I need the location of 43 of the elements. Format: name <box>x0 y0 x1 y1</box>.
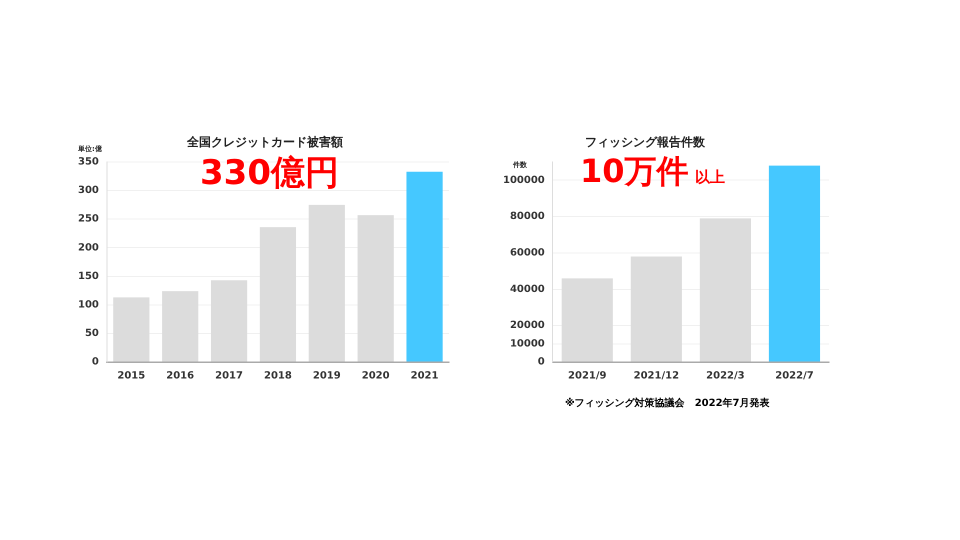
text: ※フィッシング対策協議会 2022年7月発表 <box>565 396 770 410</box>
y-tick-label: 0 <box>92 356 99 368</box>
x-tick-label: 2017 <box>215 370 244 382</box>
bar <box>162 291 198 362</box>
y-tick-label: 10000 <box>510 338 545 350</box>
x-tick-label: 2019 <box>312 370 341 382</box>
bar <box>260 227 296 362</box>
bar <box>562 278 613 362</box>
y-tick-label: 0 <box>538 356 545 368</box>
y-tick-label: 100000 <box>503 174 545 186</box>
bar <box>358 215 394 362</box>
annotation: 以上 <box>695 168 725 187</box>
y-tick-label: 80000 <box>510 211 545 222</box>
annotation: 10万件 <box>580 151 689 192</box>
y-tick-label: 100 <box>78 299 99 310</box>
y-tick-label: 300 <box>78 185 99 196</box>
chart-title: 全国クレジットカード被害額 <box>187 134 343 151</box>
y-tick-label: 40000 <box>510 284 545 295</box>
bar <box>210 280 248 362</box>
y-tick-label: 200 <box>78 242 99 254</box>
x-tick-label: 2015 <box>117 370 146 382</box>
x-tick-label: 2016 <box>166 370 194 382</box>
y-tick-label: 150 <box>78 270 99 282</box>
annotation: 330億円 <box>200 152 339 195</box>
bar <box>113 297 150 362</box>
x-tick-label: 2021 <box>410 370 439 382</box>
chart-title: フィッシング報告件数 <box>585 134 705 151</box>
y-tick-label: 250 <box>78 214 99 225</box>
bar <box>700 218 751 362</box>
bar <box>630 256 682 362</box>
x-tick-label: 2020 <box>362 370 390 382</box>
y-tick-label: 20000 <box>510 320 545 332</box>
x-tick-label: 2022/7 <box>775 370 814 382</box>
x-tick-label: 2018 <box>264 370 292 382</box>
x-tick-label: 2021/9 <box>568 370 607 382</box>
bar <box>768 166 820 362</box>
y-tick-label: 350 <box>78 156 99 168</box>
bar <box>308 204 345 362</box>
y-tick-label: 50 <box>84 328 99 340</box>
x-tick-label: 2021/12 <box>634 370 680 382</box>
x-tick-label: 2022/3 <box>706 370 745 382</box>
y-tick-label: 60000 <box>510 248 545 259</box>
bar <box>406 172 443 362</box>
